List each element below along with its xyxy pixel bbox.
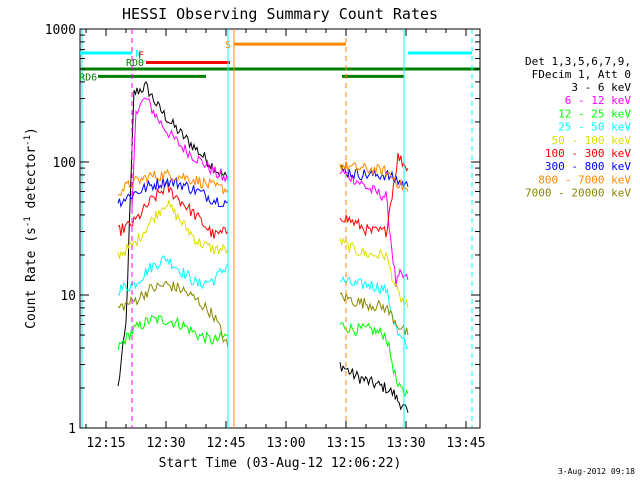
- series-line-7-1: [339, 160, 409, 192]
- legend: Det 1,3,5,6,7,9, FDecim 1, Att 0 3 - 6 k…: [525, 55, 631, 200]
- series-line-7-0: [117, 168, 229, 197]
- legend-item-2: 12 - 25 keV: [558, 107, 631, 120]
- series-line-6-0: [117, 176, 229, 208]
- axes: 12:15 12:30 12:45 13:00 13:15 13:30 13:45 1 10 10…: [45, 23, 486, 451]
- x-tick-label-3: 13:00: [266, 436, 305, 451]
- series-line-3-1: [339, 275, 409, 349]
- y-tick-label-1: 10: [60, 289, 76, 304]
- legend-item-6: 300 - 800 keV: [545, 160, 631, 173]
- instrument-flag-bars: [80, 42, 480, 78]
- y-axis-label-sup1: -1: [23, 216, 33, 227]
- y-tick-label-2: 100: [53, 156, 76, 171]
- flag-label-rd6: RD6: [79, 72, 97, 83]
- y-axis-label: Count Rate (s-1 detector-1): [23, 127, 39, 329]
- chart-title: HESSI Observing Summary Count Rates: [122, 5, 438, 23]
- flag-labels: NF S RD0 RD6: [79, 40, 231, 83]
- x-axis-label: Start Time (03-Aug-12 12:06:22): [159, 456, 402, 471]
- series-group: [117, 81, 409, 413]
- flag-label-f: F: [138, 50, 144, 61]
- plot-frame: [79, 28, 481, 429]
- y-axis-label-end: ): [24, 127, 39, 135]
- series-line-8-0: [117, 280, 229, 348]
- series-line-8-1: [339, 292, 409, 336]
- y-axis-label-sup2: -1: [23, 135, 33, 146]
- series-line-1-1: [339, 169, 409, 287]
- plot-area: [79, 28, 481, 429]
- legend-header-line-1: Det 1,3,5,6,7,9,: [525, 55, 631, 68]
- legend-item-3: 25 - 50 keV: [558, 121, 631, 134]
- series-line-0-1: [339, 362, 409, 413]
- series-line-2-0: [117, 314, 229, 351]
- x-tick-label-5: 13:30: [386, 436, 425, 451]
- x-tick-label-0: 12:15: [86, 436, 125, 451]
- vertical-markers: [81, 29, 473, 428]
- flag-label-rd0: RD0: [126, 58, 144, 69]
- x-tick-label-6: 13:45: [446, 436, 485, 451]
- legend-item-7: 800 - 7000 keV: [538, 173, 631, 186]
- series-line-5-1: [339, 152, 409, 238]
- series-line-4-0: [117, 199, 229, 259]
- y-tick-label-3: 1000: [45, 23, 76, 38]
- x-tick-label-1: 12:30: [146, 436, 185, 451]
- legend-item-8: 7000 - 20000 keV: [525, 187, 631, 200]
- legend-header-line-2: FDecim 1, Att 0: [532, 68, 631, 81]
- y-tick-label-0: 1: [68, 422, 76, 437]
- series-line-4-1: [339, 237, 409, 308]
- timestamp: 3-Aug-2012 09:18: [558, 467, 635, 476]
- legend-item-5: 100 - 300 keV: [545, 147, 631, 160]
- flag-label-s: S: [225, 40, 231, 51]
- legend-item-1: 6 - 12 keV: [565, 94, 632, 107]
- series-line-2-1: [339, 322, 409, 398]
- y-axis-label-mid: detector: [24, 146, 39, 217]
- series-line-1-0: [131, 97, 229, 210]
- legend-item-4: 50 - 100 keV: [552, 134, 632, 147]
- flag-label-n: N: [135, 49, 141, 60]
- x-tick-label-4: 13:15: [326, 436, 365, 451]
- series-line-3-0: [117, 255, 229, 296]
- y-axis-label-main: Count Rate (s: [24, 227, 39, 329]
- series-line-5-0: [117, 181, 229, 239]
- x-tick-label-2: 12:45: [206, 436, 245, 451]
- series-line-0-0: [117, 81, 229, 387]
- legend-item-0: 3 - 6 keV: [571, 81, 631, 94]
